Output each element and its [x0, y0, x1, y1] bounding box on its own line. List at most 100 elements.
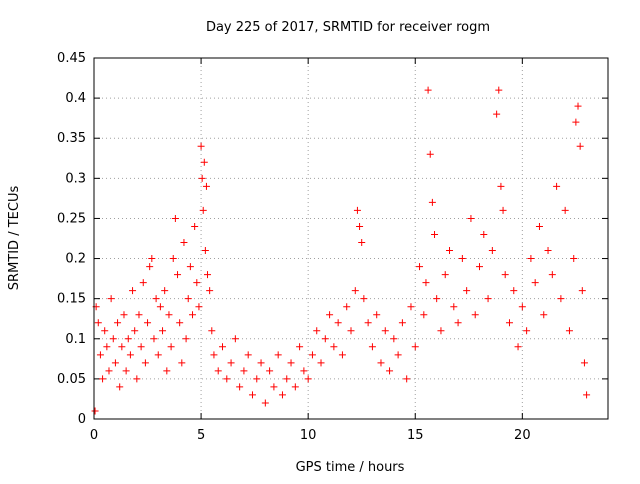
data-point	[202, 182, 210, 190]
y-tick-label: 0.05	[57, 372, 86, 387]
data-point	[467, 214, 475, 222]
data-point	[535, 222, 543, 230]
data-point	[176, 319, 184, 327]
data-point	[411, 343, 419, 351]
data-point	[351, 287, 359, 295]
data-point	[321, 335, 329, 343]
data-point	[484, 295, 492, 303]
data-point	[91, 407, 99, 415]
x-tick-label: 5	[197, 428, 205, 443]
y-tick-label: 0.45	[57, 51, 86, 66]
y-tick-label: 0.2	[65, 252, 86, 267]
data-point	[291, 383, 299, 391]
data-point	[253, 375, 261, 383]
data-point	[165, 311, 173, 319]
data-point	[208, 327, 216, 335]
data-point	[433, 295, 441, 303]
data-point	[334, 319, 342, 327]
data-point	[135, 311, 143, 319]
x-tick-label: 0	[90, 428, 98, 443]
data-point	[240, 367, 248, 375]
data-point	[137, 343, 145, 351]
x-tick-label: 10	[300, 428, 317, 443]
x-axis-label: GPS time / hours	[296, 460, 405, 475]
data-point	[343, 303, 351, 311]
data-point	[244, 351, 252, 359]
data-point	[572, 118, 580, 126]
data-point	[416, 263, 424, 271]
data-point	[426, 150, 434, 158]
data-point	[156, 303, 164, 311]
data-point	[446, 247, 454, 255]
data-point	[356, 222, 364, 230]
y-tick-label: 0	[78, 412, 86, 427]
data-point	[131, 327, 139, 335]
data-point	[501, 271, 509, 279]
data-point	[111, 359, 119, 367]
data-point	[231, 335, 239, 343]
data-point	[206, 287, 214, 295]
data-point	[103, 343, 111, 351]
data-point	[561, 206, 569, 214]
data-point	[338, 351, 346, 359]
data-point	[296, 343, 304, 351]
data-point	[191, 222, 199, 230]
data-point	[182, 335, 190, 343]
data-point	[368, 343, 376, 351]
data-point	[514, 343, 522, 351]
data-point	[141, 359, 149, 367]
data-point	[214, 367, 222, 375]
data-point	[565, 327, 573, 335]
tick-layer: 0 0.05 0.1 0.15 0.2 0.25 0.3 0.35 0.4 0.45 0 5 10 15 2…	[57, 51, 608, 443]
data-point	[377, 359, 385, 367]
data-point	[193, 279, 201, 287]
data-point	[544, 247, 552, 255]
data-point	[381, 327, 389, 335]
y-tick-label: 0.25	[57, 211, 86, 226]
data-point	[458, 255, 466, 263]
data-point	[580, 359, 588, 367]
data-point	[201, 247, 209, 255]
data-point	[531, 279, 539, 287]
data-point	[204, 271, 212, 279]
data-point	[122, 367, 130, 375]
data-point	[471, 311, 479, 319]
data-point	[178, 359, 186, 367]
data-point	[261, 399, 269, 407]
data-point	[441, 271, 449, 279]
data-point	[101, 327, 109, 335]
data-point	[424, 86, 432, 94]
data-point	[144, 319, 152, 327]
y-tick-label: 0.15	[57, 292, 86, 307]
y-tick-label: 0.4	[65, 91, 86, 106]
data-point	[398, 319, 406, 327]
data-point	[578, 287, 586, 295]
data-point	[150, 335, 158, 343]
data-point	[583, 391, 591, 399]
data-point	[174, 271, 182, 279]
x-tick-label: 20	[514, 428, 531, 443]
data-point	[109, 335, 117, 343]
data-point	[493, 110, 501, 118]
data-point	[386, 367, 394, 375]
data-point	[330, 343, 338, 351]
data-point	[287, 359, 295, 367]
data-point	[422, 279, 430, 287]
data-point	[407, 303, 415, 311]
data-point	[364, 319, 372, 327]
data-point	[480, 230, 488, 238]
data-point	[169, 255, 177, 263]
data-point	[236, 383, 244, 391]
data-point	[428, 198, 436, 206]
data-point	[200, 158, 208, 166]
data-point	[454, 319, 462, 327]
plot-frame	[93, 57, 609, 420]
data-point	[505, 319, 513, 327]
data-point	[574, 102, 582, 110]
data-point	[266, 367, 274, 375]
data-point	[353, 206, 361, 214]
y-tick-label: 0.35	[57, 131, 86, 146]
data-point	[107, 295, 115, 303]
data-point	[499, 206, 507, 214]
